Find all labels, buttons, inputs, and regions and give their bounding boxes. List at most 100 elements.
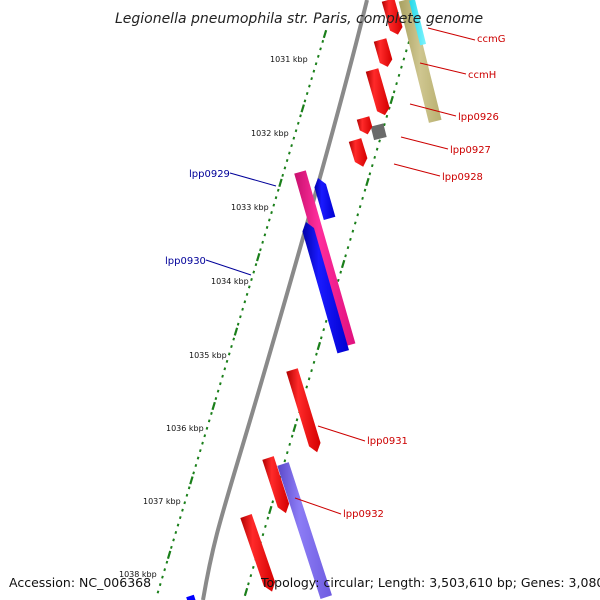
gene-lpp0930 [302, 222, 349, 354]
major-tick-outer-20 [365, 177, 370, 187]
kbp-label-1036: 1036 kbp [166, 424, 204, 433]
accession-text: Accession: NC_006368 [9, 575, 151, 590]
minor-tick-inner-27 [263, 233, 267, 237]
minor-tick-inner-46 [221, 374, 224, 378]
major-tick-inner-40 [233, 327, 239, 336]
minor-tick-inner-36 [243, 300, 247, 304]
minor-tick-inner-34 [247, 285, 251, 289]
minor-tick-inner-59 [192, 471, 195, 475]
minor-tick-inner-58 [194, 463, 198, 468]
minor-tick-inner-52 [207, 419, 211, 423]
minor-tick-outer-19 [368, 172, 372, 176]
minor-tick-inner-72 [163, 568, 167, 572]
minor-tick-outer-24 [356, 213, 360, 217]
minor-tick-inner-17 [285, 158, 289, 163]
minor-tick-inner-31 [254, 263, 258, 267]
kbp-label-1032: 1032 kbp [251, 129, 289, 138]
minor-tick-outer-54 [283, 459, 287, 463]
minor-tick-inner-61 [187, 486, 191, 490]
minor-tick-outer-15 [378, 139, 381, 143]
leader-lpp0930 [205, 259, 252, 276]
minor-tick-inner-35 [245, 292, 249, 296]
minor-tick-inner-73 [161, 575, 164, 579]
minor-tick-outer-44 [307, 377, 311, 381]
minor-tick-outer-29 [344, 254, 347, 258]
leader-ccmH [419, 62, 467, 75]
minor-tick-inner-22 [274, 196, 278, 200]
minor-tick-inner-11 [299, 114, 302, 118]
minor-tick-inner-63 [183, 501, 187, 505]
minor-tick-outer-43 [310, 369, 313, 373]
minor-tick-inner-47 [219, 382, 222, 386]
minor-tick-outer-8 [395, 82, 398, 86]
gene-label-lpp0928: lpp0928 [442, 172, 483, 183]
minor-tick-inner-6 [310, 77, 313, 81]
minor-tick-outer-31 [339, 270, 343, 274]
gene-label-ccmG: ccmG [477, 34, 506, 45]
kbp-label-1033: 1033 kbp [231, 203, 269, 212]
kbp-label-1035: 1035 kbp [189, 351, 227, 360]
minor-tick-inner-2 [319, 47, 322, 51]
minor-tick-outer-63 [261, 533, 265, 537]
minor-tick-outer-37 [324, 319, 328, 323]
minor-tick-inner-16 [288, 151, 291, 155]
minor-tick-outer-5 [402, 57, 406, 61]
minor-tick-inner-33 [250, 277, 253, 282]
leader-lpp0932 [294, 497, 342, 515]
minor-tick-outer-23 [358, 205, 362, 209]
minor-tick-outer-7 [397, 73, 401, 77]
kbp-label-1031: 1031 kbp [270, 55, 308, 64]
minor-tick-inner-23 [272, 203, 276, 207]
map-title: Legionella pneumophila str. Paris, compl… [115, 11, 483, 27]
gene-ccmH-bar [398, 0, 442, 123]
minor-tick-inner-57 [196, 456, 200, 460]
gene-red-3 [365, 68, 390, 116]
minor-tick-inner-39 [236, 322, 240, 326]
minor-tick-inner-41 [232, 337, 236, 341]
gene-red-1 [381, 0, 403, 35]
minor-tick-inner-1 [321, 39, 325, 43]
minor-tick-outer-41 [315, 352, 318, 356]
minor-tick-outer-51 [290, 434, 294, 438]
major-tick-outer-40 [316, 341, 322, 351]
minor-tick-outer-52 [288, 442, 292, 446]
minor-tick-inner-44 [225, 359, 229, 363]
gene-gray-block [370, 123, 387, 141]
minor-tick-inner-69 [170, 545, 173, 549]
minor-tick-inner-28 [261, 240, 264, 244]
major-tick-inner-30 [255, 253, 261, 262]
minor-tick-inner-24 [270, 211, 273, 215]
minor-tick-inner-48 [216, 389, 220, 393]
gene-label-lpp0926: lpp0926 [458, 112, 499, 123]
minor-tick-outer-26 [351, 229, 355, 233]
minor-tick-inner-43 [227, 352, 231, 356]
minor-tick-outer-38 [322, 328, 326, 332]
major-tick-outer-10 [389, 95, 394, 105]
minor-tick-outer-39 [319, 336, 323, 340]
minor-tick-inner-19 [281, 173, 285, 177]
gene-blue-bottom [186, 594, 196, 600]
minor-tick-inner-42 [230, 344, 233, 349]
minor-tick-inner-7 [308, 84, 311, 88]
minor-tick-inner-37 [241, 307, 244, 311]
minor-tick-inner-9 [303, 99, 307, 103]
minor-tick-inner-8 [305, 91, 309, 96]
minor-tick-inner-49 [214, 397, 218, 401]
minor-tick-inner-18 [283, 166, 287, 170]
leader-lpp0928 [393, 163, 441, 177]
minor-tick-inner-45 [223, 367, 227, 371]
gene-lpp0931 [286, 368, 321, 453]
leader-lpp0929 [229, 172, 277, 187]
gene-lavender-bar [277, 462, 332, 600]
gene-label-lpp0927: lpp0927 [450, 145, 491, 156]
major-tick-inner-10 [300, 104, 305, 113]
gene-lpp0932 [262, 456, 290, 514]
leader-ccmG [427, 27, 476, 41]
gene-label-lpp0929: lpp0929 [189, 169, 230, 180]
minor-tick-inner-66 [176, 523, 180, 527]
minor-tick-inner-29 [259, 248, 262, 252]
major-tick-inner-20 [278, 178, 283, 187]
leader-lpp0931 [317, 425, 366, 442]
minor-tick-outer-4 [404, 49, 408, 53]
major-tick-inner-60 [189, 476, 194, 485]
